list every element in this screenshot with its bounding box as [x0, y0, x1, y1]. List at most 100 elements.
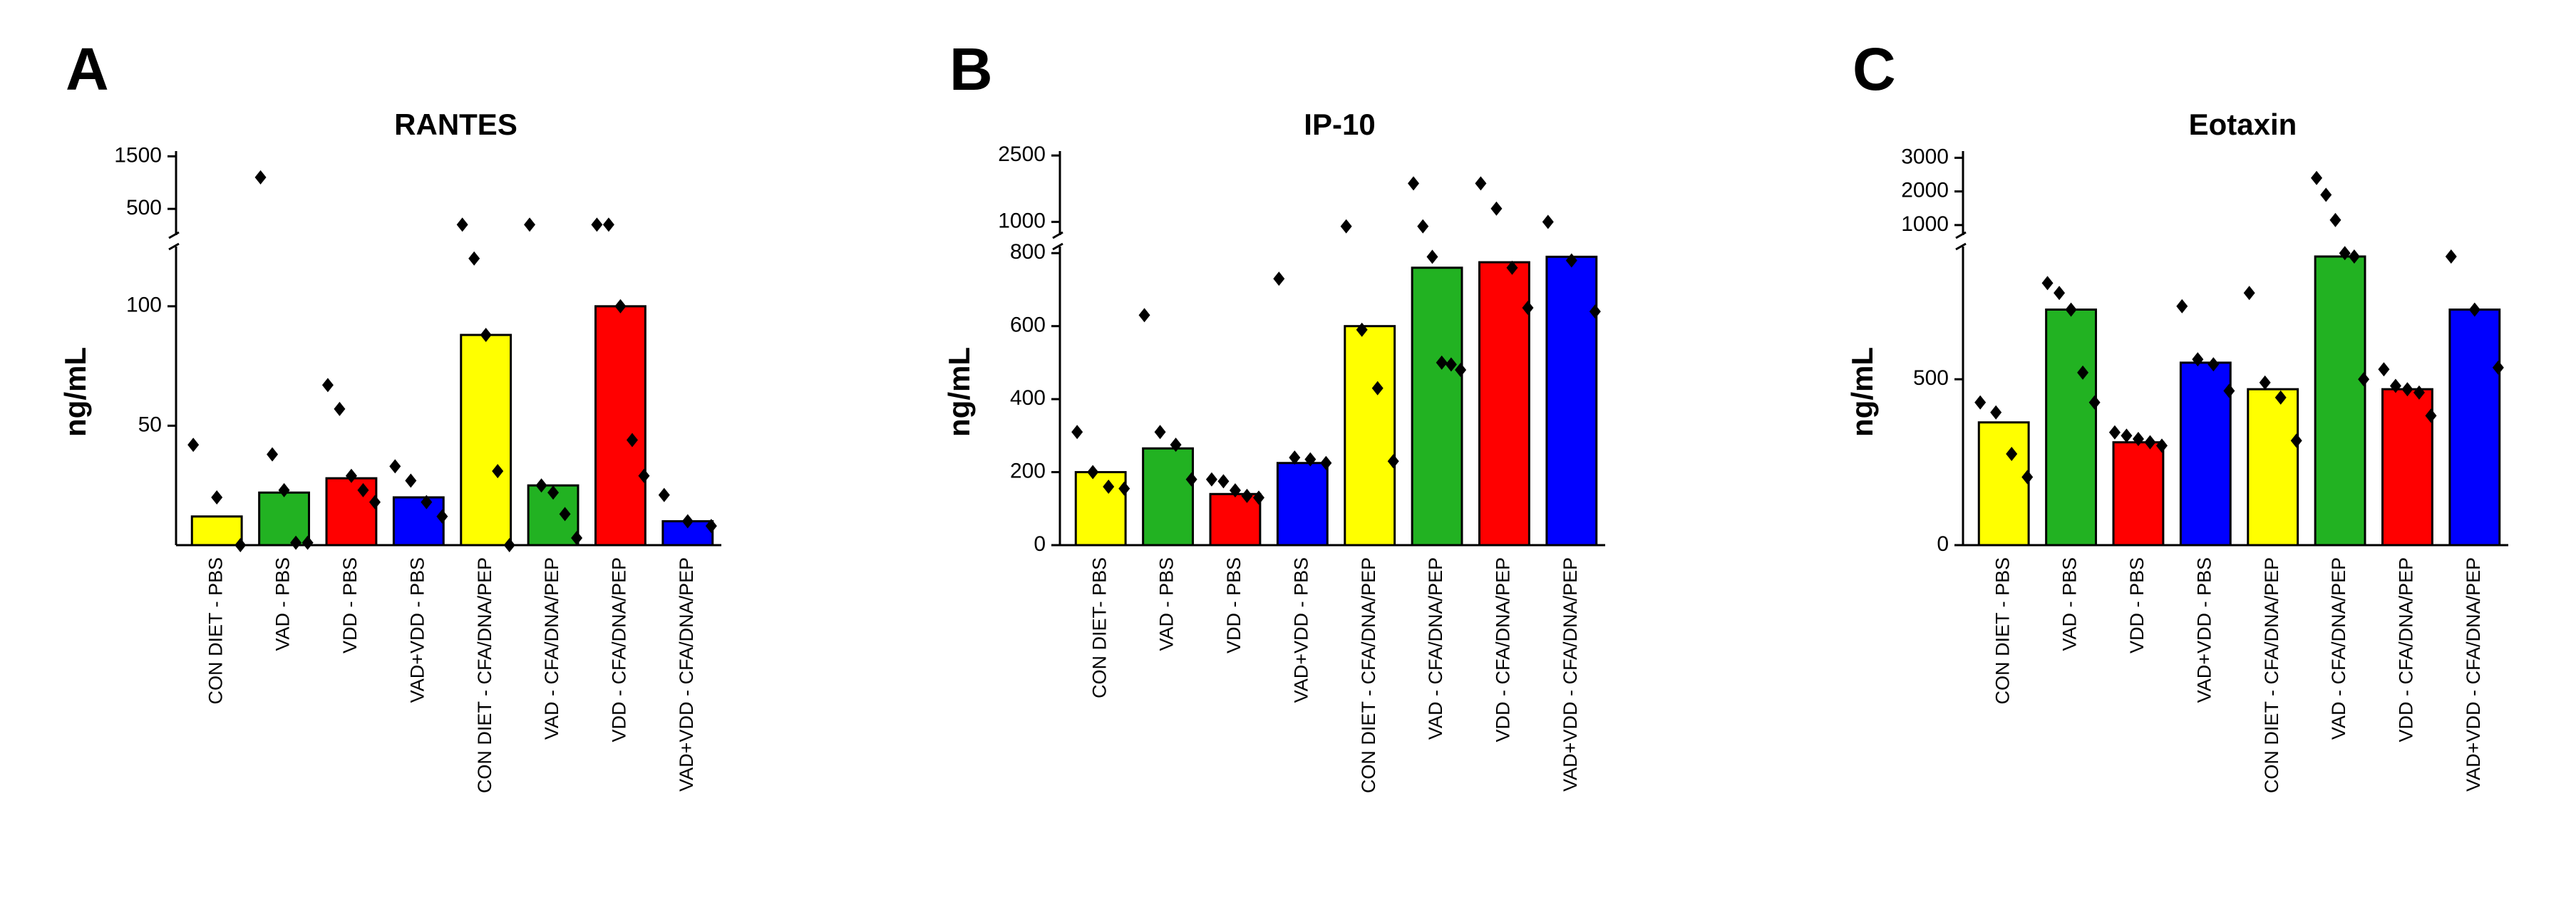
data-point: [614, 299, 627, 314]
panel-label: B: [949, 36, 993, 103]
data-point: [1252, 490, 1264, 505]
axis-break: [1052, 242, 1063, 251]
data-point: [334, 401, 346, 416]
data-point: [602, 217, 614, 232]
x-tick-label: VDD - CFA/DNA/PEP: [2396, 557, 2417, 743]
chart-title: Eotaxin: [2189, 108, 2297, 141]
y-tick-label: 1500: [114, 143, 162, 167]
data-point: [254, 170, 267, 185]
x-tick-label: VDD - CFA/DNA/PEP: [609, 557, 630, 743]
data-point: [2445, 249, 2457, 264]
data-point: [2108, 425, 2121, 440]
data-point: [2492, 360, 2504, 375]
data-point: [1974, 395, 1987, 410]
data-point: [1589, 304, 1601, 319]
bar: [1411, 267, 1463, 547]
data-point: [2290, 433, 2302, 448]
data-point: [369, 495, 381, 510]
data-point: [389, 459, 401, 474]
data-point: [1304, 452, 1317, 467]
x-tick-label: VDD - PBS: [1223, 557, 1245, 653]
axis-break: [1052, 231, 1063, 239]
x-tick-label: CON DIET - CFA/DNA/PEP: [2261, 557, 2282, 793]
data-point: [1490, 201, 1503, 216]
data-point: [290, 535, 302, 550]
bar: [325, 477, 378, 547]
y-tick-label: 400: [1010, 386, 1046, 410]
data-point: [2243, 286, 2255, 301]
data-point: [2121, 428, 2133, 443]
data-point: [559, 507, 571, 522]
data-point: [2065, 302, 2077, 317]
bar: [460, 333, 512, 547]
data-point: [524, 217, 536, 232]
axis-break: [1955, 242, 1967, 251]
data-point: [1522, 301, 1534, 316]
data-point: [492, 464, 504, 479]
data-point: [2021, 470, 2034, 485]
data-point: [357, 482, 369, 497]
data-point: [1417, 219, 1429, 234]
y-tick-label: 50: [138, 413, 162, 436]
bar: [2381, 388, 2433, 547]
y-tick-label: 500: [1913, 366, 1949, 390]
x-tick-label: VAD - CFA/DNA/PEP: [1425, 557, 1446, 740]
data-point: [1445, 357, 1457, 372]
data-point: [1506, 260, 1518, 275]
x-tick-label: VAD+VDD - CFA/DNA/PEP: [2463, 557, 2484, 792]
data-point: [681, 514, 694, 529]
data-point: [1103, 480, 1115, 495]
data-point: [2077, 365, 2089, 380]
data-point: [456, 217, 468, 232]
data-point: [321, 378, 334, 393]
y-tick-label: 800: [1010, 240, 1046, 264]
data-point: [2274, 390, 2287, 405]
bar: [2314, 255, 2366, 547]
data-point: [1356, 322, 1368, 337]
data-point: [2348, 249, 2360, 264]
x-tick-label: CON DIET- PBS: [1088, 557, 1110, 698]
data-point: [535, 478, 547, 493]
y-tick-label: 2000: [1901, 179, 1949, 202]
data-point: [2155, 438, 2168, 453]
x-tick-label: VAD+VDD - PBS: [406, 557, 428, 703]
data-point: [2311, 170, 2323, 185]
data-point: [2320, 187, 2332, 202]
data-point: [1289, 450, 1301, 465]
bar: [2448, 308, 2501, 547]
x-tick-label: VAD - CFA/DNA/PEP: [541, 557, 562, 740]
data-point: [1273, 272, 1285, 286]
data-point: [1205, 472, 1217, 487]
bar: [1209, 492, 1262, 547]
y-axis-label: ng/mL: [58, 347, 92, 437]
axis-break: [168, 242, 180, 251]
data-point: [1340, 219, 1352, 234]
x-tick-label: VDD - PBS: [2126, 557, 2148, 653]
chart-title: RANTES: [394, 108, 517, 141]
data-point: [2468, 302, 2480, 317]
data-point: [1229, 483, 1241, 498]
x-tick-label: VAD+VDD - CFA/DNA/PEP: [676, 557, 697, 792]
data-point: [571, 530, 583, 545]
data-point: [2088, 395, 2101, 410]
bar: [2045, 308, 2097, 547]
data-point: [1387, 454, 1399, 469]
bar: [594, 305, 646, 547]
data-point: [1320, 455, 1332, 470]
data-point: [2054, 286, 2066, 301]
data-point: [1436, 355, 1448, 370]
data-point: [211, 490, 223, 505]
y-tick-label: 500: [126, 196, 162, 219]
data-point: [468, 251, 480, 266]
x-tick-label: VAD+VDD - PBS: [2193, 557, 2215, 703]
data-point: [1217, 474, 1230, 489]
x-tick-label: VDD - PBS: [339, 557, 361, 653]
data-point: [345, 468, 357, 483]
axis-break: [168, 231, 180, 239]
x-tick-label: CON DIET - PBS: [205, 557, 226, 705]
x-tick-label: VAD+VDD - CFA/DNA/PEP: [1560, 557, 1581, 792]
bar: [1478, 261, 1530, 547]
data-point: [1475, 176, 1487, 191]
data-point: [2259, 375, 2271, 390]
